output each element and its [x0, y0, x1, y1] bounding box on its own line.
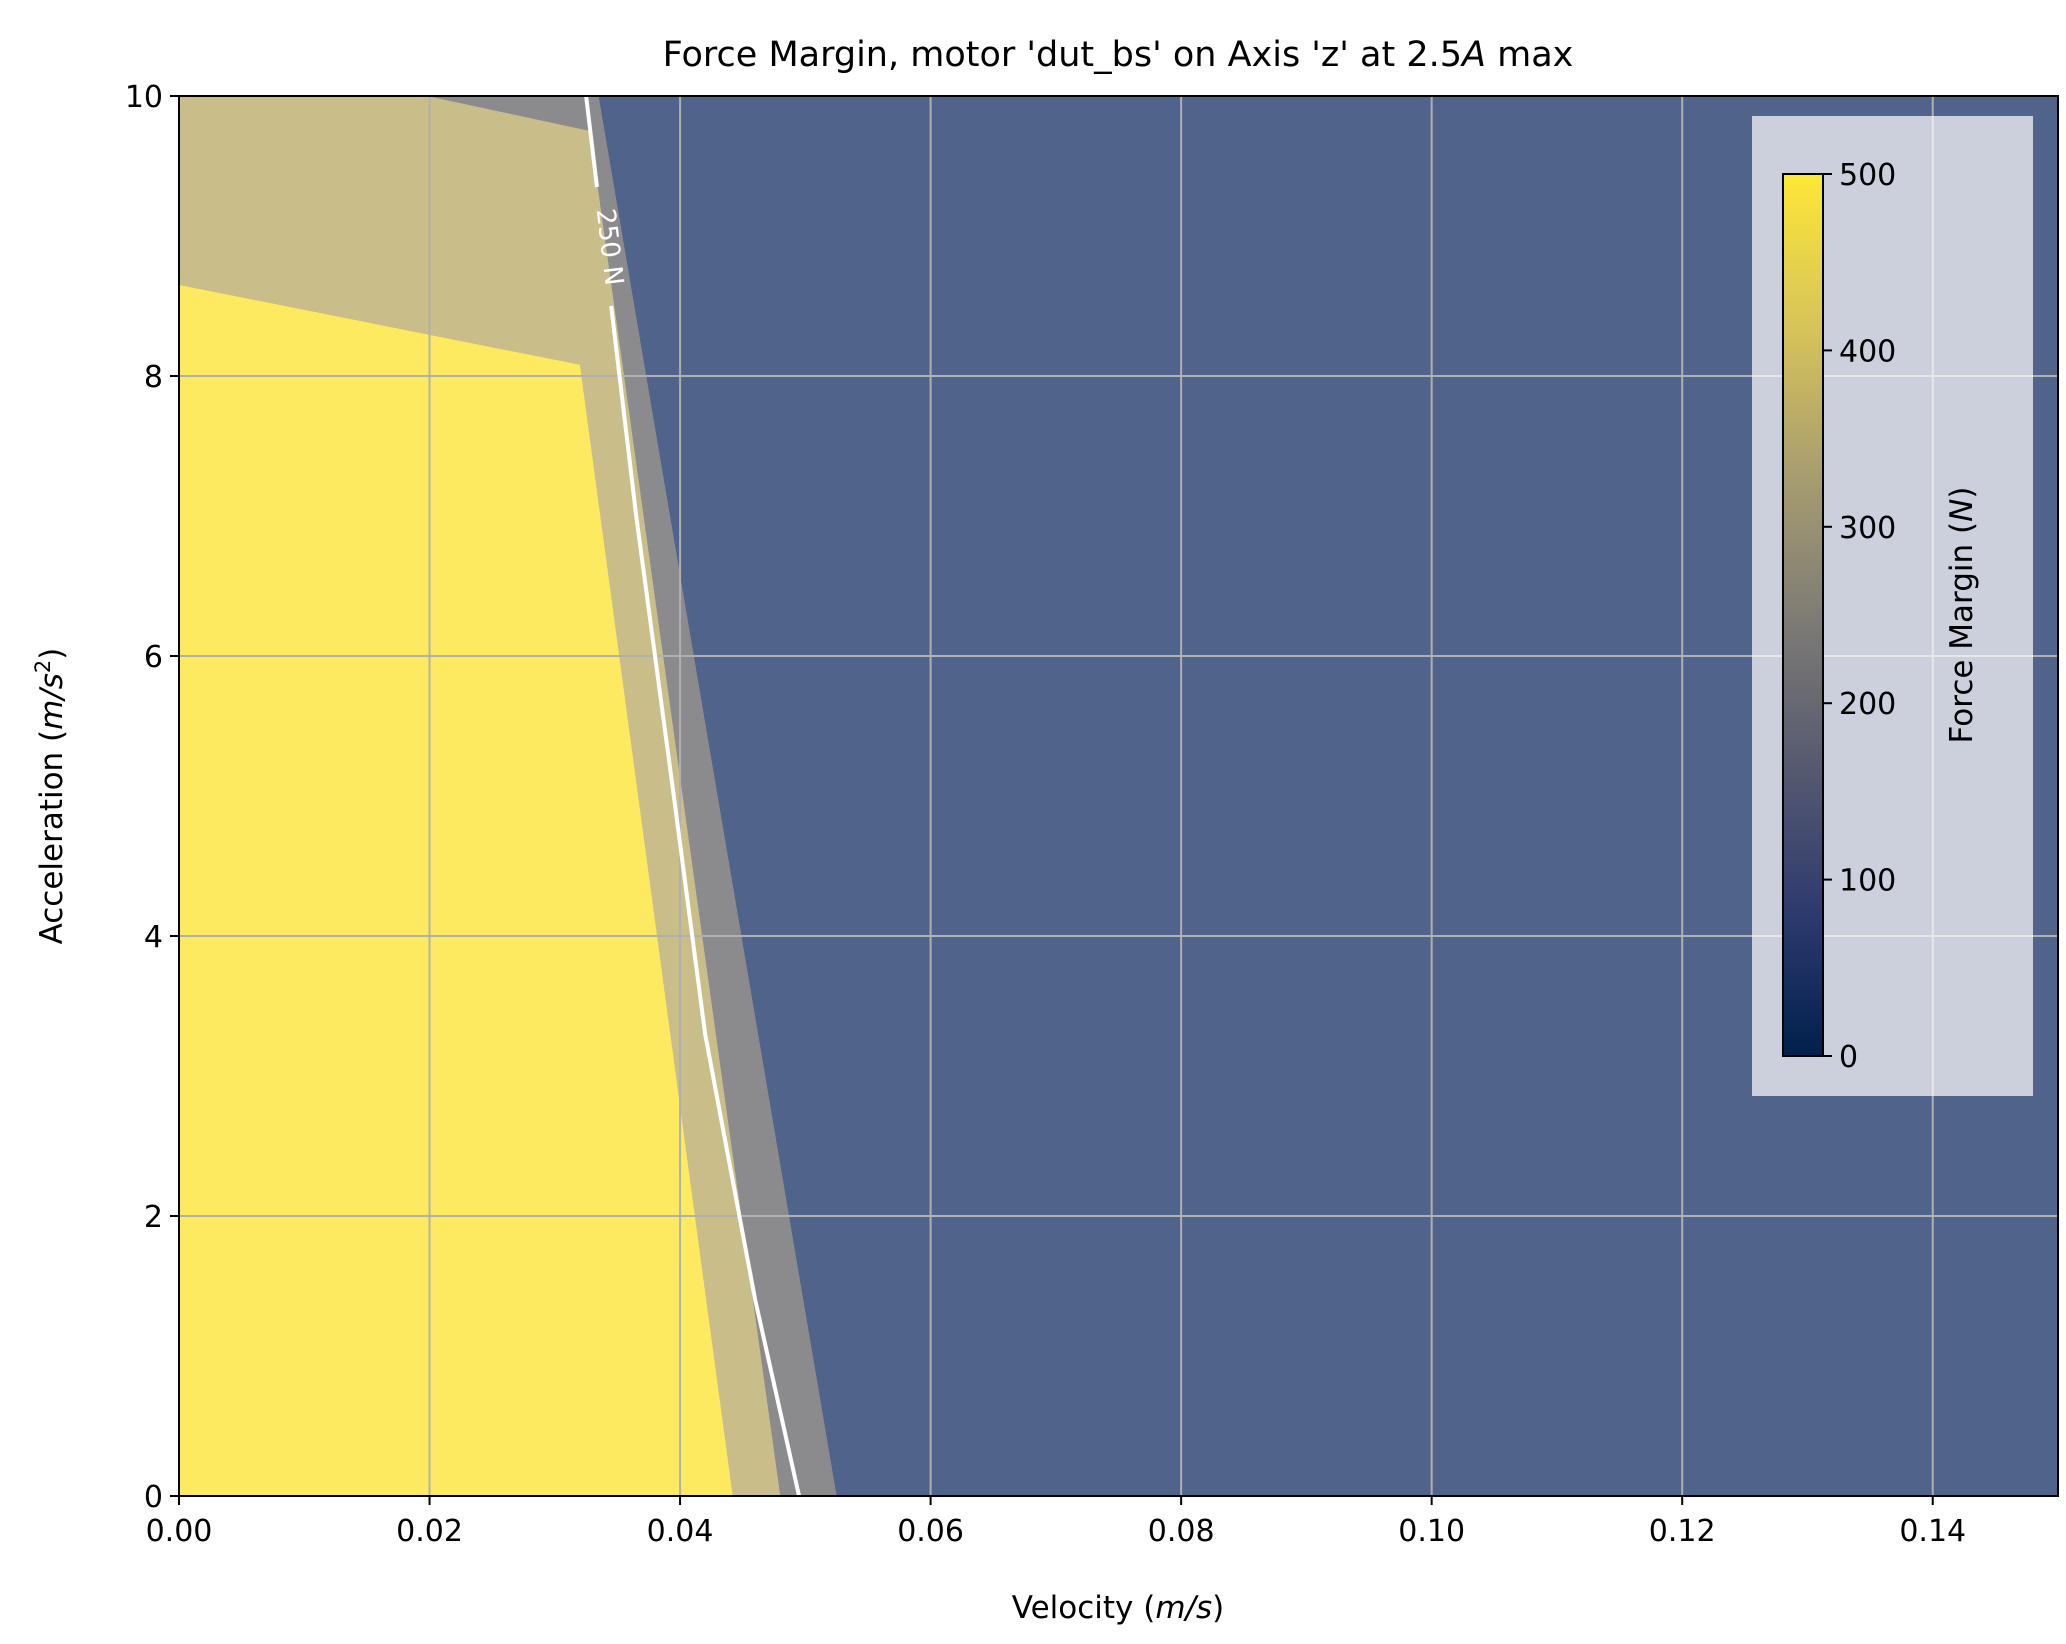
colorbar-tick-label: 300	[1839, 511, 1896, 546]
colorbar-tick-label: 400	[1839, 334, 1896, 369]
plot-frame	[178, 95, 2059, 1497]
y-tick-label: 2	[144, 1200, 163, 1235]
contour-region-highest	[179, 285, 733, 1496]
y-axis-label: Acceleration (m/s2)	[31, 648, 70, 945]
y-tick-label: 0	[144, 1480, 163, 1515]
contour-regions	[179, 96, 2058, 1496]
x-axis-label: Velocity (m/s)	[1012, 1590, 1224, 1626]
x-tick-label: 0.12	[1649, 1514, 1716, 1549]
x-tick-label: 0.08	[1148, 1514, 1215, 1549]
x-axis-ticks: 0.00 0.02 0.04 0.06 0.08 0.10 0.12 0.14	[146, 1496, 1966, 1549]
chart-title: Force Margin, motor 'dut_bs' on Axis 'z'…	[663, 35, 1574, 75]
contour-line-250-lower	[609, 305, 802, 1496]
x-tick-label: 0.06	[897, 1514, 964, 1549]
x-tick-label: 0.00	[146, 1514, 213, 1549]
y-tick-label: 10	[125, 80, 163, 115]
colorbar-label: Force Margin (N)	[1944, 487, 1980, 744]
colorbar-tick-label: 200	[1839, 687, 1896, 722]
colorbar: 0 100 200 300 400 500 Force Margin (N)	[1752, 116, 2033, 1096]
x-tick-label: 0.10	[1398, 1514, 1465, 1549]
colorbar-tick-label: 500	[1839, 158, 1896, 193]
x-tick-label: 0.02	[396, 1514, 463, 1549]
y-tick-label: 8	[144, 360, 163, 395]
y-tick-label: 4	[144, 920, 163, 955]
colorbar-tick-label: 0	[1839, 1040, 1858, 1075]
y-axis-ticks: 0 2 4 6 8 10	[125, 80, 179, 1515]
x-tick-label: 0.14	[1899, 1514, 1966, 1549]
colorbar-tick-label: 100	[1839, 864, 1896, 899]
contour-line-250-upper	[584, 96, 599, 188]
colorbar-gradient	[1782, 173, 1824, 1057]
x-tick-label: 0.04	[647, 1514, 714, 1549]
y-tick-label: 6	[144, 640, 163, 675]
